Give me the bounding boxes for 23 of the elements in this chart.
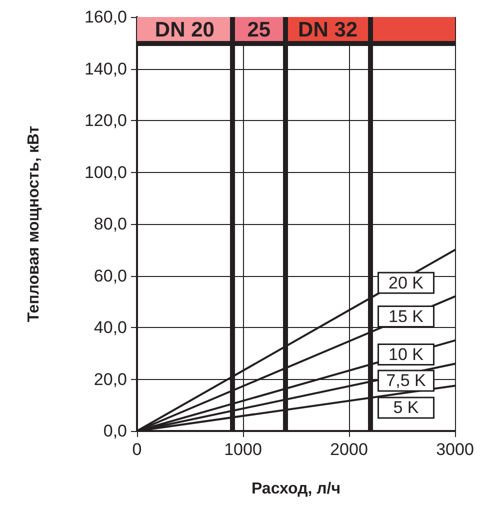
x-tick-label: 0	[132, 440, 142, 459]
legend-label: 7,5 K	[386, 371, 427, 390]
band-label: 25	[247, 18, 271, 42]
x-axis-title: Расход, л/ч	[251, 480, 341, 498]
series-label: 20 K	[388, 273, 424, 292]
band-label: DN 32	[298, 18, 358, 42]
legend-label: 15 K	[388, 306, 424, 326]
y-tick-label: 60,0	[94, 266, 127, 286]
y-tick-label: 120,0	[84, 111, 127, 130]
y-tick-label: 80,0	[94, 214, 127, 234]
y-tick-label: 100,0	[84, 162, 127, 182]
y-tick-label: 160,0	[84, 8, 127, 26]
x-tick-label: 2000	[330, 440, 368, 459]
y-tick-label: 40,0	[94, 318, 127, 337]
x-tick-label: 3000	[436, 440, 474, 459]
y-tick-label: 0,0	[103, 422, 127, 440]
x-tick-label: 1000	[224, 440, 262, 459]
legend-label: 10 K	[388, 344, 424, 364]
y-tick-label: 20,0	[94, 370, 127, 389]
band-label: DN 20	[154, 18, 214, 42]
y-tick-label: 140,0	[84, 59, 127, 78]
legend-label: 5 K	[393, 398, 420, 418]
y-axis-title: Тепловая мощность, кВт	[26, 126, 42, 322]
